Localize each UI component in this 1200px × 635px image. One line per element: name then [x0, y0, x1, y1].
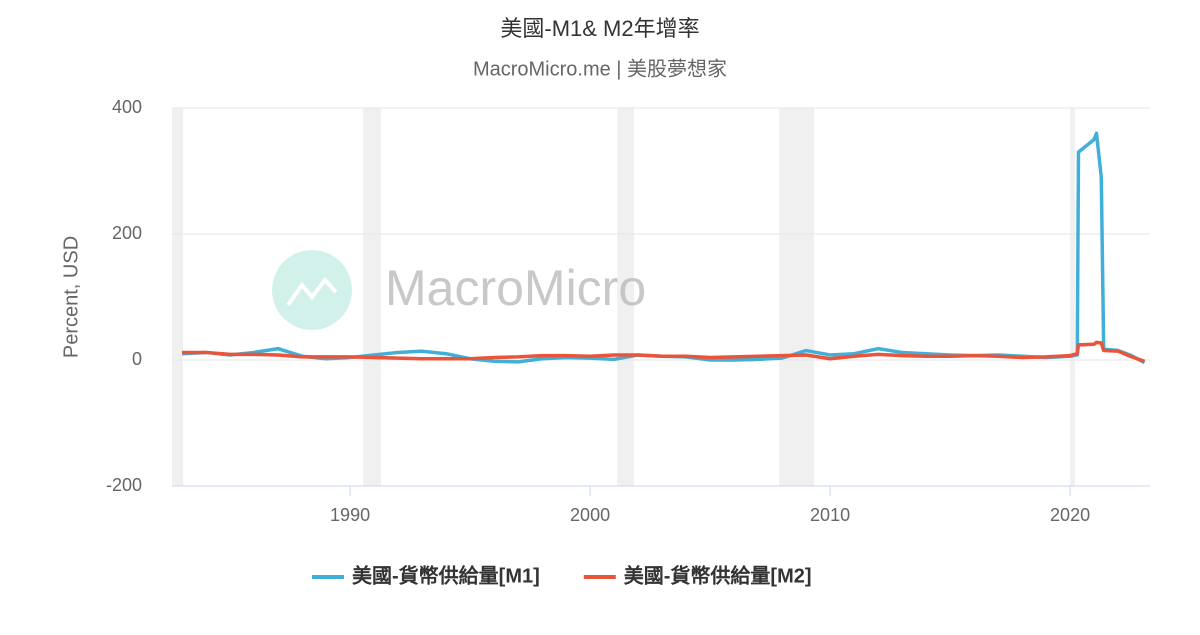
watermark-logo [272, 250, 352, 330]
y-tick-label: 400 [112, 97, 142, 117]
shaded-range [1070, 108, 1075, 486]
y-tick-label: 0 [132, 349, 142, 369]
x-tick-label: 1990 [330, 505, 370, 525]
chart-title: 美國-M1& M2年增率 [500, 16, 699, 41]
line-series [182, 340, 1146, 363]
shaded-range [172, 108, 184, 486]
legend-label: 美國-貨幣供給量[M1] [352, 563, 540, 587]
legend-label: 美國-貨幣供給量[M2] [624, 563, 812, 587]
x-tick-label: 2020 [1050, 505, 1090, 525]
x-tick-label: 2000 [570, 505, 610, 525]
chart-subtitle: MacroMicro.me | 美股夢想家 [473, 57, 727, 80]
y-axis-label: Percent, USD [60, 236, 82, 358]
line-series [181, 131, 1146, 365]
x-tick-label: 2010 [810, 505, 850, 525]
shaded-range [363, 108, 382, 486]
y-tick-label: 200 [112, 223, 142, 243]
y-tick-label: -200 [106, 475, 142, 495]
watermark: MacroMicro [385, 260, 646, 316]
shaded-range [617, 108, 634, 486]
shaded-range [779, 108, 814, 486]
